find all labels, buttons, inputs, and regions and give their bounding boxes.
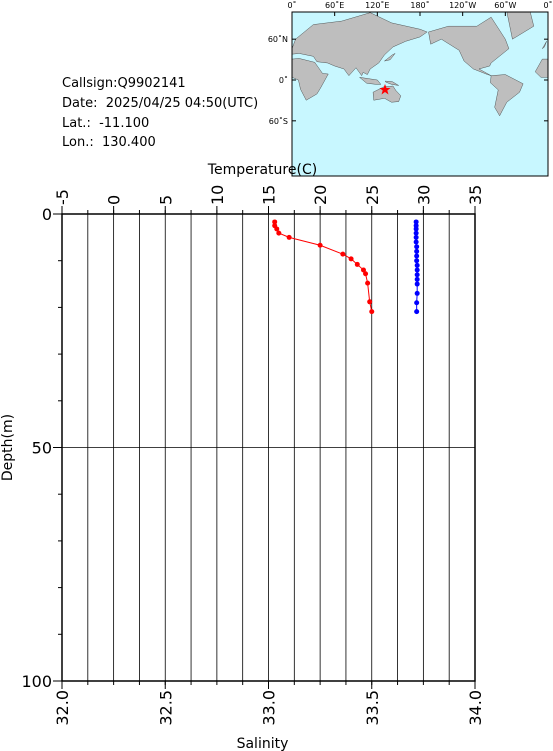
x2-tick-label: 15: [260, 185, 279, 205]
y-axis-title: Depth(m): [0, 414, 16, 481]
land: [292, 12, 548, 117]
info-line: Date: 2025/04/25 04:50(UTC): [62, 96, 258, 111]
profile-point: [414, 281, 420, 287]
x2-tick-label: 5: [156, 195, 175, 205]
x-tick-label: 34.0: [466, 690, 485, 726]
map-lat-label: 0˚: [279, 75, 288, 85]
x2-axis-title: Temperature(C): [207, 162, 317, 178]
landmass: [490, 74, 524, 117]
x2-tick-label: -5: [53, 189, 72, 205]
y-tick-label: 0: [42, 205, 52, 224]
map-lon-label: 0˚: [543, 0, 552, 10]
y-tick-label: 50: [32, 439, 52, 458]
x2-tick-label: 20: [311, 185, 330, 205]
info-line: Callsign:Q9902141: [62, 76, 186, 91]
map-lon-label: 0˚: [287, 0, 296, 10]
profile-point: [365, 280, 371, 286]
landmass: [384, 80, 399, 86]
profile-point: [354, 261, 360, 267]
x2-tick-label: 35: [466, 185, 485, 205]
map-lat-label: 60˚S: [269, 116, 288, 126]
landmass: [292, 58, 329, 101]
landmass: [372, 85, 402, 103]
profile-point: [413, 219, 419, 225]
profile-point: [414, 290, 420, 296]
x2-tick-label: 30: [414, 185, 433, 205]
profile-point: [413, 234, 419, 240]
profile-point: [413, 226, 419, 232]
map-lon-label: 60˚E: [325, 0, 344, 10]
profile-point: [276, 230, 282, 236]
x2-tick-label: 25: [363, 185, 382, 205]
profile-point: [414, 272, 420, 278]
float-location: [379, 84, 391, 95]
profile-point: [272, 219, 278, 225]
map-lat-label: 60˚N: [268, 34, 288, 44]
profile-point: [414, 262, 420, 268]
profile-point: [367, 299, 373, 305]
profile-point: [369, 309, 375, 315]
profile-point: [317, 242, 323, 248]
profile-point: [414, 276, 420, 282]
x-tick-label: 33.5: [363, 690, 382, 726]
profile-point: [348, 256, 354, 262]
profile-point: [414, 248, 420, 254]
profile-point: [414, 300, 420, 306]
map-lon-label: 120˚E: [365, 0, 389, 10]
profile-point: [414, 258, 420, 264]
map-lon-label: 120˚W: [449, 0, 476, 10]
plot-frame: [61, 213, 476, 682]
landmass: [358, 76, 382, 85]
profile-point: [340, 251, 346, 257]
info-line: Lat.: -11.100: [62, 116, 149, 131]
x2-tick-label: 10: [208, 185, 227, 205]
landmass: [506, 12, 535, 40]
landmass: [384, 53, 396, 62]
profile-point: [414, 244, 420, 250]
x-tick-label: 32.0: [53, 690, 72, 726]
x2-tick-label: 0: [105, 195, 124, 205]
profile-point: [360, 267, 366, 273]
profile-point: [286, 234, 292, 240]
x-tick-label: 32.5: [156, 690, 175, 726]
landmass: [428, 16, 510, 76]
profile-point: [413, 230, 419, 236]
map-lon-label: 180˚: [410, 0, 429, 10]
info-line: Lon.: 130.400: [62, 135, 156, 150]
profile-point: [414, 253, 420, 259]
profile-point: [363, 271, 369, 277]
y-tick-label: 100: [21, 672, 52, 691]
map-lon-label: 60˚W: [494, 0, 516, 10]
x-axis-title: Salinity: [237, 736, 289, 751]
x-tick-label: 33.0: [260, 690, 279, 726]
landmass: [542, 41, 547, 49]
profile-point: [274, 226, 280, 232]
world-map: 0˚ 60˚E 120˚E 180˚ 120˚W 60˚W 0˚ 60˚N 0˚ 60˚S: [268, 0, 553, 177]
profile-point: [414, 267, 420, 273]
landmass: [292, 12, 428, 77]
profile-point: [414, 309, 420, 315]
profile-point: [413, 239, 419, 245]
